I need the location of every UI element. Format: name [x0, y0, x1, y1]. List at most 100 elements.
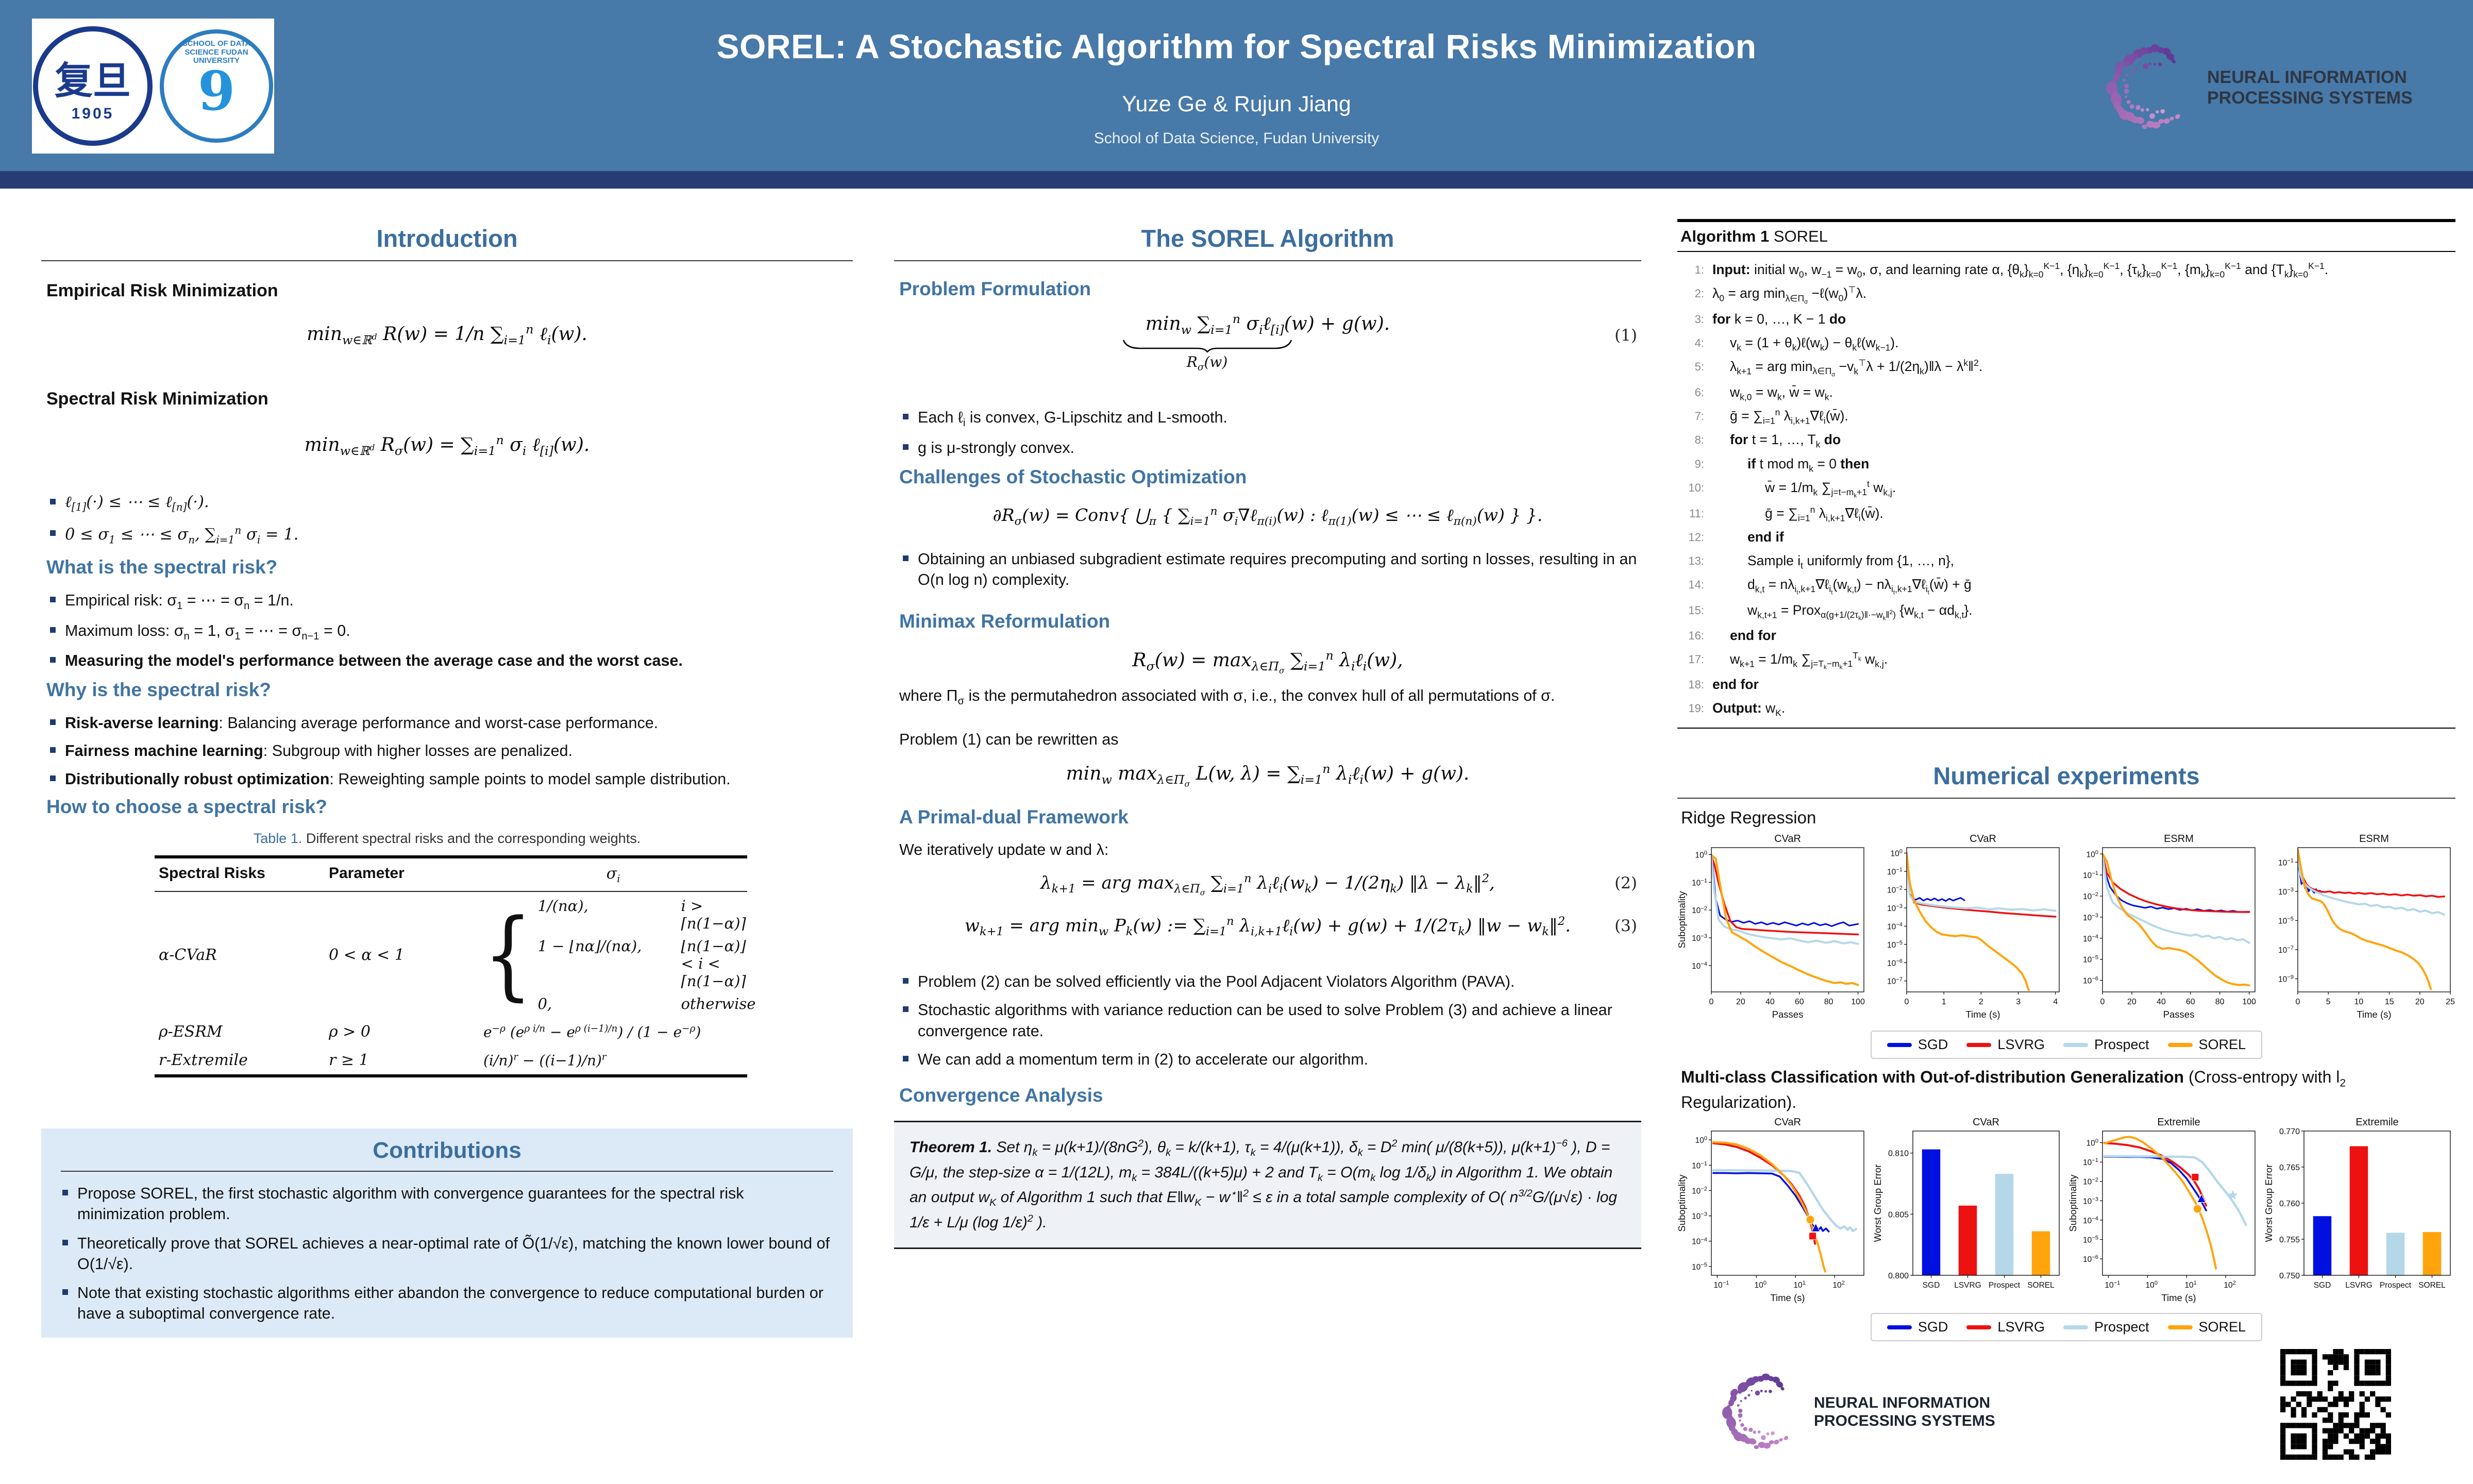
svg-text:10−4: 10−4: [2083, 934, 2098, 943]
svg-text:LSVRG: LSVRG: [2345, 1281, 2373, 1290]
legend-swatch: [2063, 1042, 2088, 1047]
svg-text:10−9: 10−9: [2278, 974, 2294, 984]
svg-text:25: 25: [2446, 998, 2455, 1006]
legend-item: SOREL: [2167, 1037, 2246, 1053]
svg-text:10−2: 10−2: [2083, 891, 2098, 901]
header-divider-strip: [0, 171, 2473, 189]
erm-label: Empirical Risk Minimization: [46, 281, 278, 300]
svg-text:10−6: 10−6: [1887, 958, 1903, 968]
bullet-item: Obtaining an unbiased subgradient estima…: [899, 549, 1641, 591]
svg-text:Prospect: Prospect: [2380, 1281, 2412, 1290]
svg-text:10−6: 10−6: [2083, 1254, 2098, 1264]
svg-text:Time (s): Time (s): [1770, 1292, 1805, 1303]
svg-text:40: 40: [2157, 998, 2166, 1006]
svg-text:10−1: 10−1: [2105, 1280, 2120, 1290]
chart-ridge-cvar-passes: 0 20 40 60 80 100 100 10−1 10−2 10−3 10−4 CVaR Passe…: [1676, 832, 1869, 1026]
svg-text:101: 101: [1793, 1280, 1805, 1290]
bullet-item: Fairness machine learning: Subgroup with…: [46, 740, 850, 761]
poster-title: SOREL: A Stochastic Algorithm for Spectr…: [716, 27, 1757, 65]
svg-text:60: 60: [1795, 998, 1804, 1006]
permutahedron-text: where Πσ is the permutahedron associated…: [899, 687, 1555, 707]
svg-text:100: 100: [1755, 1280, 1767, 1290]
algorithm-line: 12: end if: [1688, 529, 1784, 545]
svg-text:10−6: 10−6: [2083, 976, 2098, 986]
srm-formula: minw∈ℝd Rσ(w) = ∑i=1n σi ℓ[i](w).: [304, 433, 590, 459]
svg-text:10−1: 10−1: [1887, 867, 1903, 876]
svg-text:CVaR: CVaR: [1774, 833, 1801, 845]
legend-item: LSVRG: [1966, 1319, 2045, 1335]
svg-text:20: 20: [2127, 998, 2136, 1006]
cvar-cases: 1/(nα), i > ⌈n(1−α)⌉ 1 − ⌊nα⌋/(nα), ⌊n(1−α)…: [537, 897, 755, 1013]
convergence-heading: Convergence Analysis: [899, 1085, 1103, 1106]
bullet-item: Empirical risk: σ1 = ⋯ = σn = 1/n.: [46, 590, 850, 613]
bullet-item: Problem (2) can be solved efficiently vi…: [899, 971, 1641, 992]
multiclass-charts-row: 10−1 100 101 102 100 10−1 10−2 10−3 10−4 10−5 CVaR…: [1676, 1116, 2455, 1310]
svg-text:10−1: 10−1: [1692, 1160, 1707, 1170]
legend-swatch: [1887, 1042, 1912, 1047]
ridge-charts-row: 0 20 40 60 80 100 100 10−1 10−2 10−3 10−4 CVaR Passe…: [1676, 832, 2455, 1026]
svg-text:10−5: 10−5: [2083, 1235, 2098, 1245]
intro-formula-bullets: ℓ[1](·) ≤ ⋯ ≤ ℓ[n](·). 0 ≤ σ1 ≤ ⋯ ≤ σn, ∑…: [46, 492, 850, 546]
svg-text:0: 0: [1709, 998, 1714, 1006]
svg-text:0.755: 0.755: [2279, 1236, 2300, 1244]
chart-ridge-esrm-passes: 0 20 40 60 80 100 100 10−1 10−2 10−3 10−4 10−5 10−6 E…: [2068, 832, 2260, 1026]
svg-text:10: 10: [2354, 998, 2363, 1006]
svg-text:10−2: 10−2: [2083, 1177, 2098, 1187]
svg-text:Suboptimality: Suboptimality: [1677, 1174, 1687, 1232]
why-bullets: Risk-averse learning: Balancing average …: [46, 713, 850, 789]
svg-text:10−1: 10−1: [1713, 1280, 1729, 1290]
case-line: 1 − ⌊nα⌋/(nα), ⌊n(1−α)⌋ < i < ⌈n(1−α)⌉: [537, 937, 746, 990]
svg-text:20: 20: [2415, 998, 2425, 1006]
chart-legend: SGD LSVRG Prospect SOREL: [1870, 1031, 2263, 1059]
bullet-item: Propose SOREL, the first stochastic algo…: [59, 1183, 835, 1225]
bullet-item: 0 ≤ σ1 ≤ ⋯ ≤ σn, ∑i=1n σi = 1.: [46, 524, 850, 547]
svg-text:0.810: 0.810: [1888, 1150, 1909, 1158]
svg-text:SGD: SGD: [1923, 1281, 1940, 1290]
algorithm-line: 14: dk,t = nλit,k+1∇ℓit(wk,t) − nλit,k+1…: [1688, 576, 1972, 596]
svg-text:100: 100: [1695, 850, 1707, 860]
bullet-item: We can add a momentum term in (2) to acc…: [899, 1049, 1641, 1070]
svg-text:SOREL: SOREL: [2028, 1281, 2055, 1290]
svg-text:10−4: 10−4: [1887, 922, 1903, 932]
svg-text:1: 1: [1942, 998, 1946, 1006]
rewrite-text: Problem (1) can be rewritten as: [899, 731, 1119, 748]
algorithm-line: 13: Sample it uniformly from {1, …, n},: [1688, 552, 1955, 570]
legend-item: LSVRG: [1966, 1037, 2045, 1053]
bullet-item: ℓ[1](·) ≤ ⋯ ≤ ℓ[n](·).: [46, 492, 850, 514]
svg-text:0.770: 0.770: [2279, 1127, 2300, 1136]
neurips-logo-footer: NEURAL INFORMATION PROCESSING SYSTEMS: [1721, 1350, 2082, 1474]
svg-text:Prospect: Prospect: [1989, 1281, 2021, 1290]
subgradient-formula: ∂Rσ(w) = Conv{ ⋃π { ∑i=1n σi∇ℓπ(i)(w) : …: [992, 505, 1543, 528]
svg-text:100: 100: [2145, 1280, 2157, 1290]
svg-text:CVaR: CVaR: [1774, 1117, 1801, 1128]
divider: [1677, 798, 2455, 799]
svg-text:Suboptimality: Suboptimality: [2068, 1174, 2078, 1232]
underbrace: [1122, 340, 1292, 353]
ridge-regression-label: Ridge Regression: [1681, 808, 1816, 827]
svg-text:10−4: 10−4: [1692, 1237, 1707, 1246]
svg-text:ESRM: ESRM: [2359, 833, 2389, 845]
poster-authors: Yuze Ge & Rujun Jiang: [1122, 92, 1351, 116]
section-heading-numerical-experiments: Numerical experiments: [1933, 762, 2200, 789]
svg-text:10−3: 10−3: [1887, 903, 1903, 913]
what-heading: What is the spectral risk?: [46, 556, 278, 578]
chart-legend: SGD LSVRG Prospect SOREL: [1870, 1313, 2263, 1341]
chart-ridge-cvar-time: 0 1 2 3 4 100 10−1 10−2 10−3 10−4 10−5 10−6 10−7 CVaR…: [1873, 832, 2064, 1026]
legend-item: Prospect: [2063, 1037, 2149, 1053]
algorithm-line: 6: wk,0 = wk, w̄ = wk.: [1694, 384, 1833, 402]
svg-text:5: 5: [2326, 998, 2331, 1006]
svg-text:100: 100: [1891, 849, 1903, 858]
algorithm-line: 11: ḡ = ∑i=1n λi,k+1∇ℓi(w̄).: [1689, 504, 1883, 523]
algorithm-line: 4: vk = (1 + θk)ℓ(wk) − θkℓ(wk−1).: [1694, 334, 1899, 352]
fudan-seal-char: 复旦: [55, 58, 131, 103]
svg-text:SGD: SGD: [2314, 1281, 2331, 1290]
svg-text:Suboptimality: Suboptimality: [1677, 891, 1687, 949]
svg-text:15: 15: [2385, 998, 2394, 1006]
svg-text:LSVRG: LSVRG: [1955, 1281, 1982, 1290]
algorithm-line: 19: Output: wK.: [1688, 700, 1786, 718]
neurips-logo-text: NEURAL INFORMATION PROCESSING SYSTEMS: [2207, 67, 2413, 108]
svg-text:Passes: Passes: [1772, 1009, 1804, 1020]
svg-text:Time (s): Time (s): [2357, 1009, 2391, 1020]
svg-text:10−7: 10−7: [2278, 945, 2294, 955]
how-heading: How to choose a spectral risk?: [46, 796, 327, 817]
